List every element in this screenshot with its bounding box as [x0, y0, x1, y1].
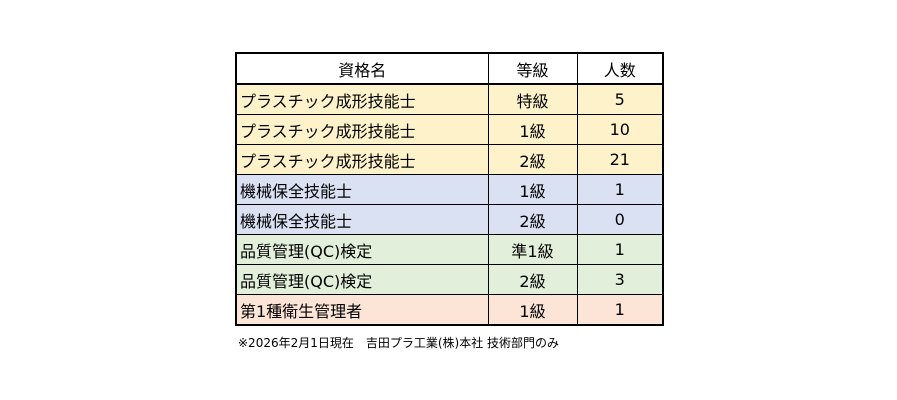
- header-grade: 等級: [487, 52, 578, 85]
- qualification-name-cell: 第1種衛生管理者: [235, 294, 489, 326]
- count-cell: 1: [576, 234, 664, 265]
- qualification-table: 資格名 等級 人数 プラスチック成形技能士 特級 5 プラスチック成形技能士 1…: [235, 52, 664, 326]
- grade-cell: 2級: [487, 144, 578, 175]
- qualification-name-cell: プラスチック成形技能士: [235, 83, 489, 115]
- grade-cell: 1級: [487, 294, 578, 326]
- grade-cell: 2級: [487, 264, 578, 295]
- grade-cell: 2級: [487, 204, 578, 235]
- count-cell: 1: [576, 294, 664, 326]
- grade-cell: 1級: [487, 174, 578, 205]
- grade-cell: 特級: [487, 83, 578, 115]
- qualification-name-cell: 機械保全技能士: [235, 204, 489, 235]
- count-cell: 5: [576, 83, 664, 115]
- table-row: プラスチック成形技能士 1級 10: [235, 114, 664, 145]
- table-row: プラスチック成形技能士 2級 21: [235, 144, 664, 175]
- table-row: 品質管理(QC)検定 2級 3: [235, 264, 664, 295]
- table-row: 機械保全技能士 2級 0: [235, 204, 664, 235]
- table-row: プラスチック成形技能士 特級 5: [235, 83, 664, 115]
- grade-cell: 1級: [487, 114, 578, 145]
- footnote: ※2026年2月1日現在 吉田プラ工業(株)本社 技術部門のみ: [238, 336, 560, 350]
- table-row: 品質管理(QC)検定 準1級 1: [235, 234, 664, 265]
- grade-cell: 準1級: [487, 234, 578, 265]
- qualification-name-cell: プラスチック成形技能士: [235, 144, 489, 175]
- header-count: 人数: [576, 52, 664, 85]
- count-cell: 21: [576, 144, 664, 175]
- count-cell: 1: [576, 174, 664, 205]
- count-cell: 3: [576, 264, 664, 295]
- qualification-name-cell: 品質管理(QC)検定: [235, 234, 489, 265]
- table-header-row: 資格名 等級 人数: [235, 52, 664, 85]
- table-row: 機械保全技能士 1級 1: [235, 174, 664, 205]
- table-row: 第1種衛生管理者 1級 1: [235, 294, 664, 326]
- count-cell: 0: [576, 204, 664, 235]
- count-cell: 10: [576, 114, 664, 145]
- qualification-name-cell: 機械保全技能士: [235, 174, 489, 205]
- qualification-name-cell: プラスチック成形技能士: [235, 114, 489, 145]
- header-qualification-name: 資格名: [235, 52, 489, 85]
- qualification-name-cell: 品質管理(QC)検定: [235, 264, 489, 295]
